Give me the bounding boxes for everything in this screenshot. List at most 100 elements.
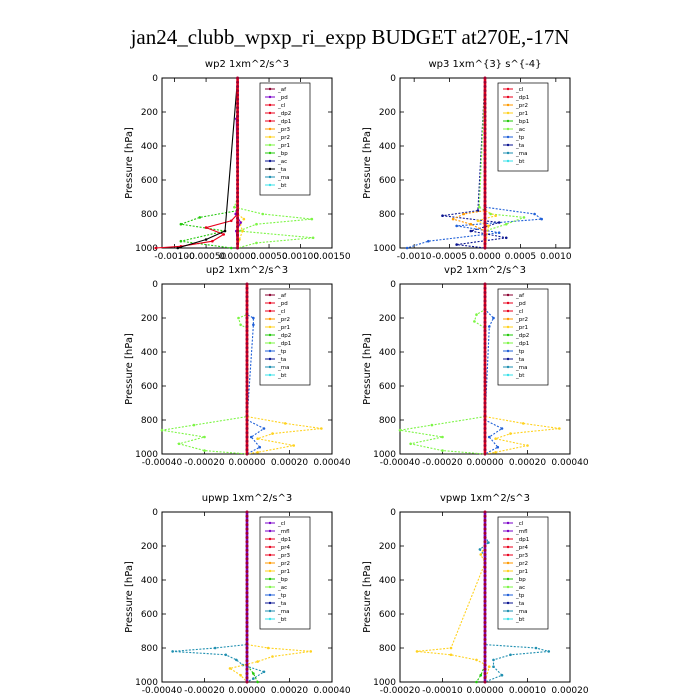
zero-marker [245, 570, 249, 573]
zero-marker [245, 405, 249, 409]
legend-entry: _bp1 [515, 119, 529, 125]
series-marker [478, 548, 482, 551]
y-tick-label: 1000 [135, 678, 158, 688]
zero-marker [483, 329, 487, 333]
series-marker [237, 316, 240, 320]
legend-entry: _ma [277, 609, 289, 615]
zero-marker [245, 282, 249, 286]
legend-marker [506, 87, 510, 91]
x-tick-label: -0.00020 [422, 458, 463, 468]
zero-marker [245, 595, 249, 599]
legend-marker [268, 175, 272, 179]
zero-marker [483, 414, 487, 418]
legend-entry: _mfl [515, 529, 528, 535]
legend-marker [506, 103, 510, 107]
legend-entry: _pr1 [277, 143, 290, 149]
zero-marker [236, 119, 240, 122]
series-marker [487, 541, 490, 544]
legend-entry: _ta [515, 143, 524, 149]
series-marker [475, 680, 478, 684]
zero-marker [483, 233, 487, 237]
zero-marker [483, 140, 487, 144]
series-marker [476, 209, 480, 212]
zero-marker [483, 672, 487, 675]
zero-marker [236, 204, 240, 207]
legend-entry: _pr1 [515, 111, 528, 117]
zero-marker [483, 439, 487, 443]
zero-marker [483, 659, 487, 663]
series-marker [504, 222, 508, 226]
zero-marker [483, 170, 487, 173]
zero-marker [245, 363, 249, 367]
zero-marker [245, 633, 249, 637]
zero-marker [245, 295, 249, 299]
legend-marker [506, 317, 510, 321]
legend-entry: _pr1 [277, 325, 290, 331]
zero-marker [483, 229, 487, 233]
legend-marker [268, 349, 272, 353]
x-tick-label: 0.00100 [282, 252, 319, 262]
legend-marker [268, 95, 272, 99]
zero-marker [483, 444, 487, 447]
legend-entry: _ma [277, 365, 289, 371]
zero-marker [483, 225, 487, 229]
series-marker [497, 231, 501, 234]
legend-entry: _dp1 [515, 95, 529, 101]
series-marker [479, 553, 483, 556]
legend-entry: _bp [277, 577, 288, 583]
x-tick-label: -0.00020 [380, 686, 421, 696]
legend-entry: _ac [515, 585, 525, 591]
zero-marker [245, 540, 249, 544]
legend-marker [506, 545, 510, 549]
legend-entry: _ma [277, 175, 289, 181]
plot-frame [161, 77, 333, 249]
legend-marker [268, 609, 272, 613]
x-tick-label: 0.00040 [313, 458, 350, 468]
zero-marker [245, 444, 249, 447]
series-marker [398, 428, 402, 432]
series-marker [479, 673, 483, 677]
legend-entry: _dp1 [515, 341, 529, 347]
x-tick-label: 0.00020 [271, 458, 308, 468]
zero-marker [245, 308, 249, 311]
series-marker [311, 236, 315, 240]
legend-entry: _pr1 [515, 325, 528, 331]
series-marker [540, 217, 543, 221]
legend-marker [506, 95, 510, 99]
legend-entry: _pr3 [277, 127, 291, 133]
zero-marker [236, 157, 240, 161]
zero-marker [245, 659, 249, 663]
y-tick-label: 200 [379, 108, 396, 118]
y-tick-label: 200 [141, 542, 158, 552]
series-marker [266, 646, 270, 650]
zero-marker [236, 110, 240, 114]
legend-marker [268, 87, 272, 91]
series-marker [222, 233, 226, 236]
legend: _af _pd _cl _dp2 _dp1 _pr3 _pr2 _pr1 _bp _ac _ta _m… [259, 82, 311, 196]
chart-title: vpwp 1xm^2/s^3 [440, 493, 530, 504]
zero-marker [245, 337, 249, 341]
zero-marker [483, 531, 487, 535]
series-marker [258, 445, 262, 449]
legend-marker [268, 365, 272, 369]
zero-marker [245, 544, 249, 548]
zero-marker [483, 604, 487, 607]
zero-marker [483, 519, 487, 522]
series-marker [204, 238, 208, 241]
zero-marker [483, 612, 487, 616]
series-marker [203, 449, 206, 452]
zero-marker [245, 367, 249, 371]
zero-marker [483, 397, 487, 401]
legend-marker [506, 585, 510, 589]
legend-marker [268, 111, 272, 115]
series-marker [252, 323, 255, 327]
zero-marker [483, 342, 487, 345]
chart-title: up2 1xm^2/s^3 [206, 265, 288, 276]
zero-marker [483, 642, 487, 646]
series-marker [256, 437, 259, 441]
zero-marker [483, 127, 487, 131]
zero-marker [245, 642, 249, 646]
y-tick-label: 200 [379, 314, 396, 324]
zero-marker [236, 238, 240, 241]
series-marker [492, 316, 495, 320]
